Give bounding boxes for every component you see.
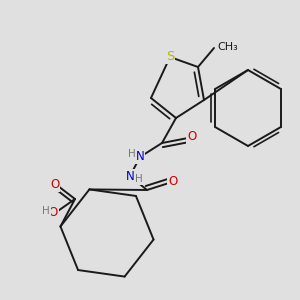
Text: H: H [42,206,50,217]
Text: N: N [136,151,144,164]
Text: O: O [49,206,58,220]
Text: O: O [168,175,177,188]
Text: S: S [166,50,174,64]
Text: O: O [50,178,60,191]
Text: CH₃: CH₃ [217,41,238,52]
Text: N: N [126,169,134,182]
Text: O: O [187,130,196,143]
Text: H: H [134,174,142,184]
Text: H: H [128,149,136,159]
